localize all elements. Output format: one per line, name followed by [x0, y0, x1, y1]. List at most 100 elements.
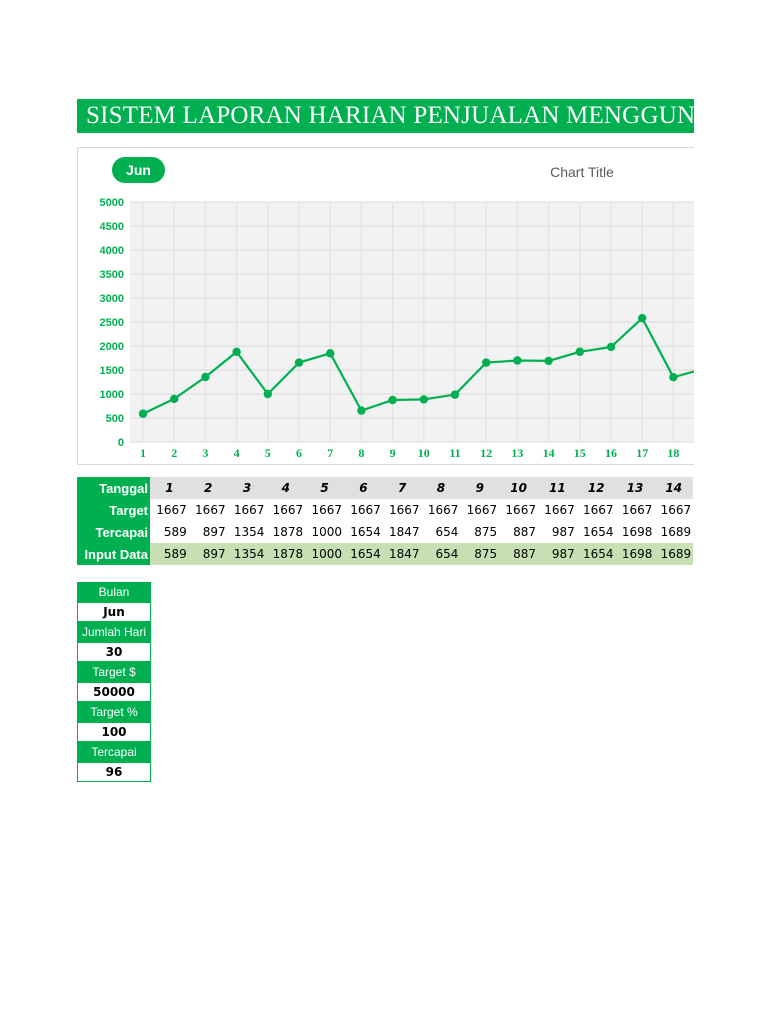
table-cell-input-data[interactable]: 987 [537, 543, 577, 565]
x-tick-label: 5 [265, 446, 271, 460]
summary-label-target-amount: Target $ [77, 662, 151, 682]
y-tick-label: 2500 [100, 317, 124, 329]
summary-value-target-percent[interactable]: 100 [77, 722, 151, 742]
table-cell-input-data[interactable]: 1698 [615, 543, 655, 565]
y-tick-label: 3500 [100, 269, 124, 281]
table-cell-tanggal: 11 [537, 477, 577, 499]
x-tick-label: 11 [449, 446, 460, 460]
summary-label-tercapai: Tercapai [77, 742, 151, 762]
table-cell-target: 1667 [188, 499, 228, 521]
summary-value-jumlah-hari[interactable]: 30 [77, 642, 151, 662]
summary-label-bulan: Bulan [77, 582, 151, 602]
data-point [170, 394, 179, 404]
x-tick-label: 1 [140, 446, 146, 460]
x-tick-label: 17 [636, 446, 648, 460]
table-cell-tanggal: 6 [343, 477, 383, 499]
table-row-tercapai: Tercapai 589 897 1354 1878 1000 1654 1847 654 87… [77, 521, 694, 543]
table-cell-tercapai: 1878 [266, 521, 306, 543]
month-filter-button[interactable]: Jun [112, 157, 165, 183]
y-tick-label: 5000 [100, 197, 124, 209]
table-cell-input-data[interactable]: 654 [421, 543, 461, 565]
table-cell-target: 1667 [421, 499, 461, 521]
table-cell-target: 1667 [150, 499, 189, 521]
table-cell-tercapai: 1689 [654, 521, 694, 543]
table-cell-input-data[interactable]: 875 [460, 543, 500, 565]
summary-label-jumlah-hari: Jumlah Hari [77, 622, 151, 642]
daily-data-table: Tanggal 1 2 3 4 5 6 7 8 9 10 11 12 13 14 Target 1667 1… [77, 477, 694, 565]
x-tick-label: 6 [296, 446, 302, 460]
table-cell-target: 1667 [227, 499, 267, 521]
table-cell-target: 1667 [305, 499, 344, 521]
table-cell-target: 1667 [576, 499, 616, 521]
table-cell-tanggal: 2 [188, 477, 228, 499]
data-point [482, 358, 491, 367]
row-label-input-data: Input Data [77, 543, 150, 565]
table-cell-tercapai: 1698 [615, 521, 655, 543]
y-tick-label: 1500 [100, 365, 124, 377]
summary-panel: Bulan Jun Jumlah Hari 30 Target $ 50000 … [77, 582, 151, 782]
data-point [201, 372, 210, 382]
chart-frame [77, 147, 694, 465]
x-tick-label: 15 [574, 446, 586, 460]
table-cell-tanggal: 1 [150, 477, 189, 499]
table-cell-tanggal: 7 [382, 477, 422, 499]
table-cell-tanggal: 5 [305, 477, 344, 499]
table-cell-input-data[interactable]: 887 [499, 543, 538, 565]
data-point [419, 395, 428, 404]
line-chart: 0 500 1000 1500 2000 2500 3000 3500 4000 4500 5000… [100, 164, 694, 460]
y-tick-label: 500 [106, 413, 124, 425]
table-row-tanggal: Tanggal 1 2 3 4 5 6 7 8 9 10 11 12 13 14 [77, 477, 694, 499]
table-cell-input-data[interactable]: 1689 [654, 543, 694, 565]
table-cell-tercapai: 887 [499, 521, 538, 543]
daily-data-table-wrapper: Tanggal 1 2 3 4 5 6 7 8 9 10 11 12 13 14 Target 1667 1… [77, 477, 694, 565]
summary-value-bulan[interactable]: Jun [77, 602, 151, 622]
table-cell-tanggal: 13 [615, 477, 655, 499]
table-cell-tercapai: 1847 [382, 521, 422, 543]
data-point [263, 389, 272, 399]
table-cell-input-data[interactable]: 1000 [305, 543, 344, 565]
data-point [326, 349, 335, 358]
data-point [294, 358, 304, 367]
table-cell-input-data[interactable]: 1654 [343, 543, 383, 565]
row-label-tanggal: Tanggal [77, 477, 150, 499]
data-point [544, 356, 553, 366]
table-cell-target: 1667 [615, 499, 655, 521]
data-point [575, 347, 584, 356]
table-cell-input-data[interactable]: 897 [188, 543, 228, 565]
summary-value-tercapai[interactable]: 96 [77, 762, 151, 782]
table-cell-tercapai: 1654 [343, 521, 383, 543]
table-cell-target: 1667 [654, 499, 694, 521]
table-cell-tercapai: 987 [537, 521, 577, 543]
y-tick-label: 0 [118, 437, 124, 449]
table-cell-target: 1667 [537, 499, 577, 521]
x-tick-label: 9 [390, 446, 396, 460]
table-cell-input-data[interactable]: 589 [150, 543, 189, 565]
data-point [388, 395, 397, 405]
table-cell-tanggal: 3 [227, 477, 267, 499]
data-point [138, 409, 148, 418]
chart-title: Chart Title [550, 164, 614, 180]
summary-label-target-percent: Target % [77, 702, 151, 722]
x-tick-label: 13 [511, 446, 523, 460]
table-row-target: Target 1667 1667 1667 1667 1667 1667 1667 1667 1… [77, 499, 694, 521]
row-label-target: Target [77, 499, 150, 521]
data-point [450, 390, 460, 399]
table-cell-tanggal: 10 [499, 477, 538, 499]
y-tick-label: 3000 [100, 293, 124, 305]
table-cell-tercapai: 1000 [305, 521, 344, 543]
data-point [606, 342, 616, 352]
report-title-banner: SISTEM LAPORAN HARIAN PENJUALAN MENGGUN [77, 99, 694, 133]
table-cell-input-data[interactable]: 1878 [266, 543, 306, 565]
table-cell-tercapai: 1654 [576, 521, 616, 543]
table-cell-tanggal: 9 [460, 477, 500, 499]
x-tick-label: 3 [202, 446, 208, 460]
table-cell-input-data[interactable]: 1654 [576, 543, 616, 565]
table-cell-input-data[interactable]: 1354 [227, 543, 267, 565]
table-cell-target: 1667 [343, 499, 383, 521]
row-label-tercapai: Tercapai [77, 521, 150, 543]
table-row-input-data: Input Data 589 897 1354 1878 1000 1654 1847 654… [77, 543, 694, 565]
table-cell-input-data[interactable]: 1847 [382, 543, 422, 565]
summary-value-target-amount[interactable]: 50000 [77, 682, 151, 702]
x-tick-label: 8 [358, 446, 364, 460]
table-cell-tercapai: 1354 [227, 521, 267, 543]
